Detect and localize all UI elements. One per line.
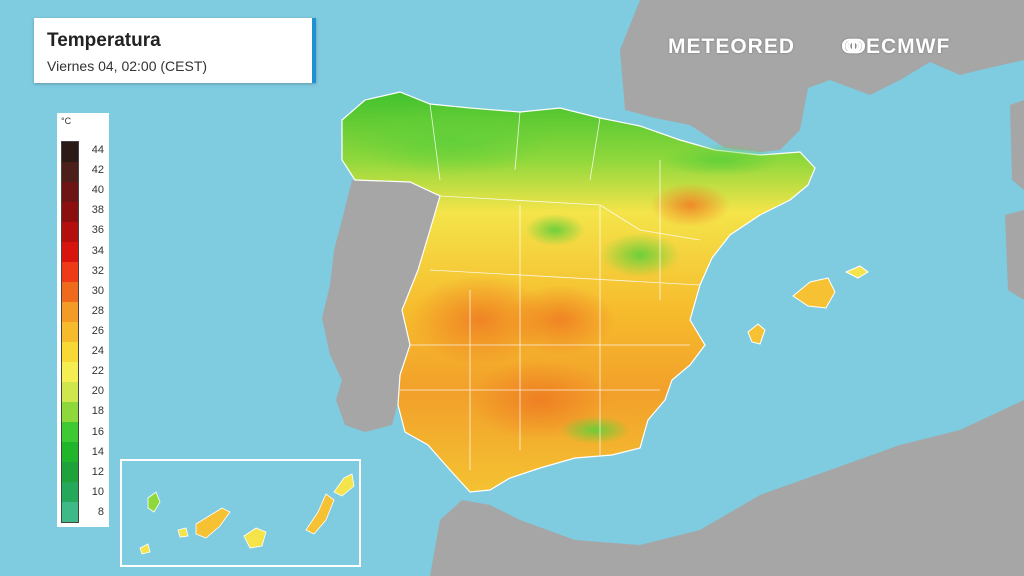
legend-label: 26: [91, 325, 104, 337]
legend-color-step: [62, 322, 78, 342]
africa-land: [430, 400, 1024, 576]
legend-color-scale: [61, 141, 79, 523]
hot-zone-extremadura: [410, 275, 550, 365]
legend-label: 12: [91, 465, 104, 478]
canary-islands: [139, 473, 355, 555]
legend-color-step: [62, 302, 78, 322]
legend-unit: °C: [61, 116, 72, 126]
menorca: [844, 265, 869, 279]
legend-color-step: [62, 382, 78, 402]
legend-color-step: [62, 402, 78, 422]
legend-label: 22: [91, 365, 104, 378]
legend-color-step: [62, 482, 78, 502]
hot-zone-ebro: [650, 183, 730, 227]
title-accent-bar: [312, 18, 316, 83]
legend-label: 30: [91, 284, 104, 297]
portugal-land: [322, 180, 440, 432]
legend-label: 24: [91, 345, 104, 358]
legend-label: 40: [91, 184, 104, 197]
ibiza: [747, 323, 766, 345]
legend-label: 34: [91, 244, 104, 257]
legend-label: 32: [91, 264, 104, 277]
legend-color-step: [62, 242, 78, 262]
map-timestamp: Viernes 04, 02:00 (CEST): [47, 58, 208, 74]
legend-color-step: [62, 422, 78, 442]
cool-zone-nevada: [560, 416, 630, 444]
legend-color-step: [62, 202, 78, 222]
legend-label: 16: [91, 425, 104, 438]
legend-label: 20: [91, 385, 104, 398]
legend-label: 10: [91, 485, 104, 498]
legend-label: 18: [91, 405, 104, 418]
legend-color-step: [62, 162, 78, 182]
ecmwf-logo: ↈECMWF: [842, 35, 950, 59]
legend-color-step: [62, 142, 78, 162]
cool-zone-pyrenees: [660, 144, 780, 176]
temperature-legend: °C 44 42 40 38 36 34 32 30 28 26 24 22 20 18 16 14 12 10 8: [57, 113, 109, 527]
corsica-land: [1010, 100, 1024, 190]
legend-label: 28: [91, 304, 104, 317]
cool-zone-guadarrama: [525, 214, 585, 246]
legend-color-step: [62, 222, 78, 242]
ecmwf-swirl-icon: ↈ: [842, 35, 866, 58]
sardinia-land: [1005, 210, 1024, 300]
legend-label: 38: [91, 204, 104, 217]
legend-color-step: [62, 342, 78, 362]
legend-color-step: [62, 282, 78, 302]
legend-color-step: [62, 442, 78, 462]
legend-color-step: [62, 362, 78, 382]
map-title-box: Temperatura Viernes 04, 02:00 (CEST): [34, 18, 316, 83]
legend-color-step: [62, 182, 78, 202]
map-title: Temperatura: [47, 30, 161, 51]
legend-label: 36: [91, 224, 104, 237]
meteored-logo: METEORED: [668, 35, 796, 58]
cool-zone-north: [350, 105, 550, 175]
legend-color-step: [62, 262, 78, 282]
france-land: [620, 0, 1024, 152]
mallorca: [792, 277, 836, 309]
ecmwf-logo-text: ECMWF: [865, 35, 951, 58]
cool-zone-iberico: [600, 233, 680, 277]
legend-color-step: [62, 462, 78, 482]
legend-label: 44: [91, 144, 104, 157]
province-borders: [400, 103, 701, 470]
legend-label: 42: [91, 164, 104, 177]
legend-label: 14: [91, 445, 104, 458]
legend-color-step: [62, 502, 78, 522]
canary-islands-inset: [120, 459, 361, 567]
hot-zone-la-mancha: [505, 285, 615, 355]
legend-label: 8: [97, 505, 104, 518]
